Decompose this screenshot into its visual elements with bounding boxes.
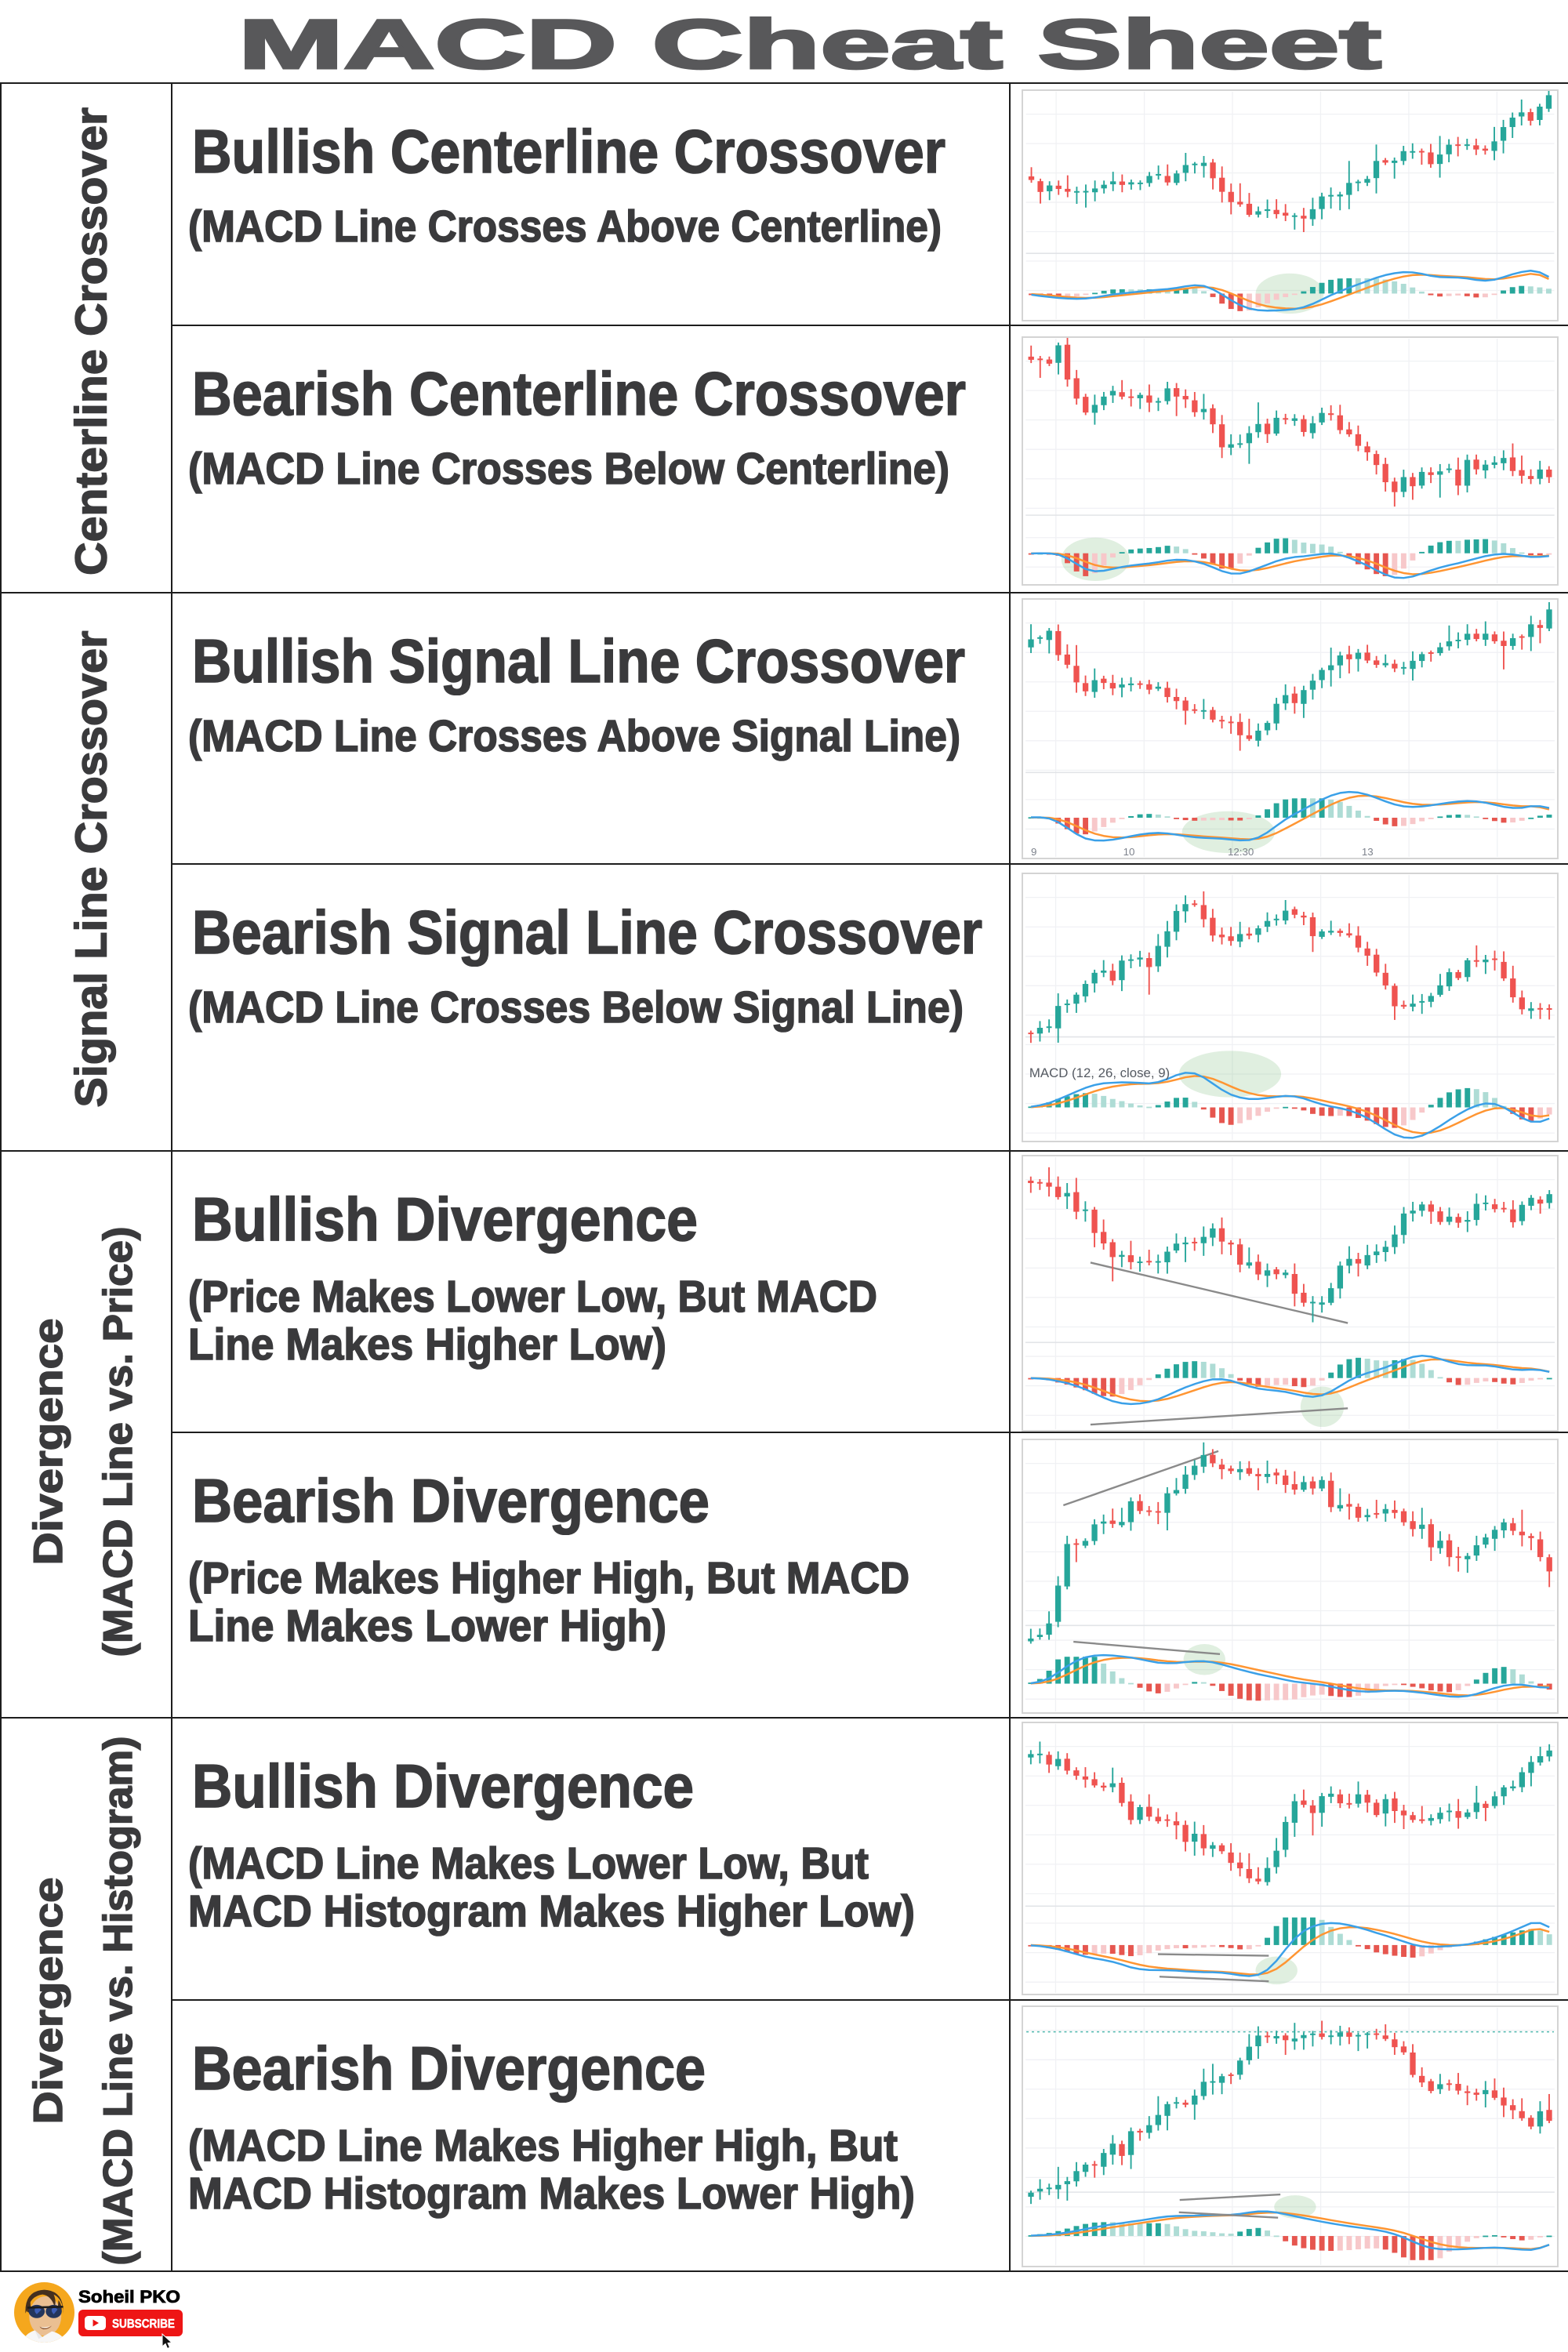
svg-text:9: 9 <box>1031 846 1036 858</box>
svg-text:12:30: 12:30 <box>1228 846 1254 858</box>
svg-text:MACD (12, 26, close, 9): MACD (12, 26, close, 9) <box>1029 1065 1170 1080</box>
svg-text:13: 13 <box>1362 846 1374 858</box>
svg-text:10: 10 <box>1123 846 1135 858</box>
